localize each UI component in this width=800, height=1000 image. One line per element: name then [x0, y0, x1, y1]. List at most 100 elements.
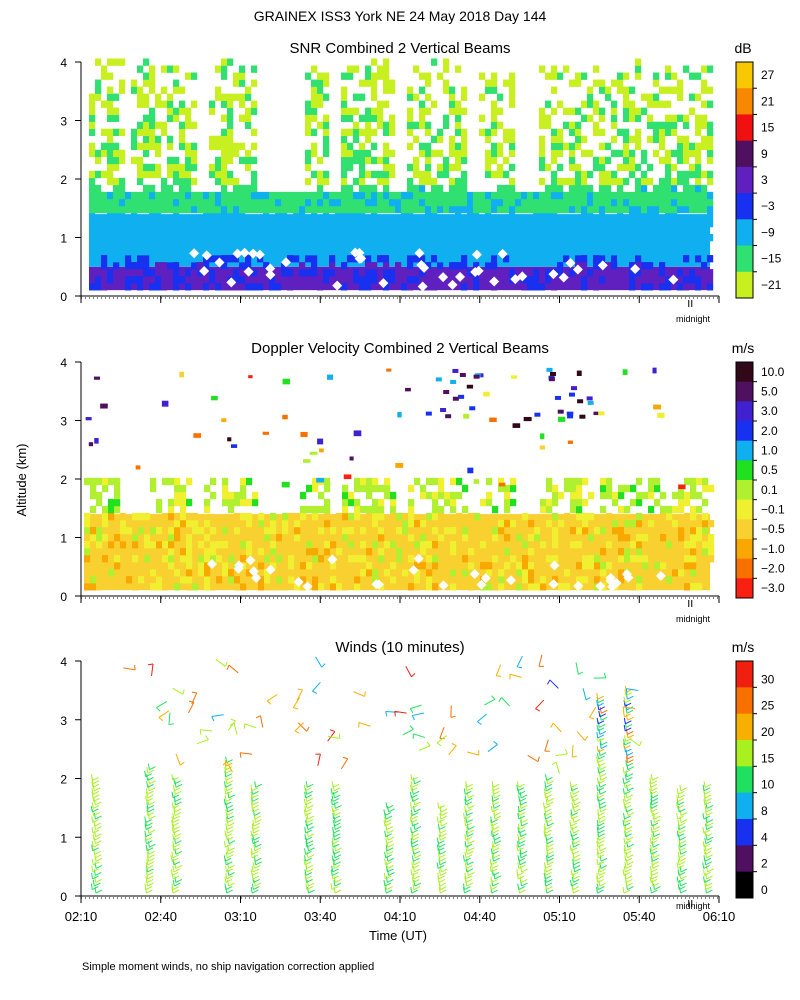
wind-barb-flag: [517, 847, 525, 852]
snr-cell: [107, 114, 114, 122]
doppler-dropout: [505, 575, 516, 586]
wind-barb-staff: [333, 876, 336, 883]
doppler-cell: [150, 526, 157, 535]
snr-cell: [143, 276, 150, 284]
doppler-cell: [702, 512, 709, 521]
wind-barb-staff: [254, 781, 257, 788]
doppler-cell: [354, 555, 361, 563]
snr-cell: [449, 86, 456, 94]
snr-cell: [383, 79, 390, 87]
wind-barb-flag: [626, 762, 634, 767]
wind-barb-flag: [333, 815, 340, 820]
wind-barb-staff: [543, 830, 546, 837]
snr-cell: [257, 191, 264, 200]
doppler-cell: [366, 569, 373, 577]
doppler-cell: [546, 477, 553, 486]
wind-barb-staff: [331, 855, 334, 862]
doppler-cell: [306, 533, 313, 542]
wind-barb-flag: [597, 875, 605, 880]
wind-barb-flag: [439, 850, 446, 855]
wind-barb-flag: [597, 727, 605, 732]
wind-barb-staff: [436, 862, 439, 869]
snr-cell: [581, 149, 588, 158]
wind-barb-staff: [624, 735, 627, 742]
snr-cell: [329, 241, 336, 249]
wind-barb-flag: [597, 879, 604, 883]
wind-barb-staff: [438, 869, 441, 876]
snr-cell: [509, 128, 516, 137]
wind-barb-flag: [175, 879, 183, 883]
doppler-cell: [222, 477, 229, 486]
snr-cell: [485, 255, 492, 263]
snr-cell: [353, 226, 360, 235]
wind-barb-flag: [414, 854, 422, 859]
snr-cell: [371, 191, 378, 200]
snr-cell: [641, 226, 648, 235]
snr-cell: [407, 177, 414, 186]
wind-barb-staff: [196, 739, 209, 745]
wind-barb-flag: [308, 882, 315, 887]
wind-barb-flag: [597, 702, 604, 707]
wind-barb-staff: [571, 827, 574, 834]
doppler-cell: [108, 477, 115, 486]
wind-barb-flag: [172, 886, 180, 890]
snr-cell: [359, 191, 366, 200]
wind-barb-flag: [307, 833, 315, 838]
wind-barb-staff: [303, 809, 306, 816]
doppler-cell: [252, 562, 259, 570]
doppler-cell: [390, 576, 397, 584]
snr-cell: [635, 114, 642, 122]
wind-barb-staff: [519, 851, 522, 858]
snr-cell: [149, 72, 156, 80]
doppler-cell: [474, 526, 481, 535]
wind-barb-staff: [572, 816, 575, 823]
wind-barb-flag: [625, 833, 632, 838]
snr-cell: [281, 198, 288, 207]
wind-barb-flag: [172, 875, 180, 880]
wind-barb-staff: [624, 872, 627, 880]
doppler-cell: [270, 519, 277, 528]
snr-cell: [269, 241, 276, 249]
snr-cell: [119, 226, 126, 235]
snr-cell: [611, 177, 618, 186]
doppler-cell: [186, 519, 193, 528]
snr-cell: [365, 205, 372, 214]
doppler-cell: [426, 541, 433, 549]
doppler-cell: [168, 576, 175, 584]
snr-cell: [419, 177, 426, 186]
wind-barb-staff: [677, 820, 680, 827]
snr-cell: [677, 191, 684, 200]
snr-cell: [557, 142, 564, 151]
snr-cell: [95, 283, 102, 291]
snr-cell: [365, 276, 372, 284]
snr-cell: [317, 170, 324, 179]
snr-cell: [551, 191, 558, 200]
wind-barb-flag: [624, 815, 631, 820]
wind-barb-flag: [252, 797, 259, 802]
snr-cell: [425, 226, 432, 235]
doppler-speckle: [386, 368, 392, 372]
wind-barb-flag: [706, 822, 714, 827]
snr-cell: [155, 226, 162, 235]
snr-cell: [695, 163, 702, 172]
doppler-cell: [246, 519, 253, 528]
snr-cell: [419, 121, 426, 129]
wind-barb-flag: [225, 857, 232, 862]
snr-cell: [707, 198, 714, 207]
doppler-cell: [168, 498, 175, 507]
snr-cell: [599, 128, 606, 137]
snr-cell: [503, 191, 510, 200]
snr-cell: [659, 121, 666, 129]
snr-cell: [647, 269, 654, 277]
wind-barb-flag: [520, 833, 527, 838]
doppler-cell: [444, 548, 451, 556]
snr-cell: [647, 163, 654, 172]
wind-barb-flag: [547, 850, 554, 855]
wind-barb-flag: [574, 808, 581, 813]
wind-barb-staff: [623, 738, 626, 746]
doppler-cell: [498, 519, 505, 528]
wind-barb-flag: [211, 716, 215, 722]
wind-barb-flag: [706, 836, 714, 841]
snr-cell: [161, 191, 168, 200]
wind-barb-staff: [385, 802, 388, 809]
